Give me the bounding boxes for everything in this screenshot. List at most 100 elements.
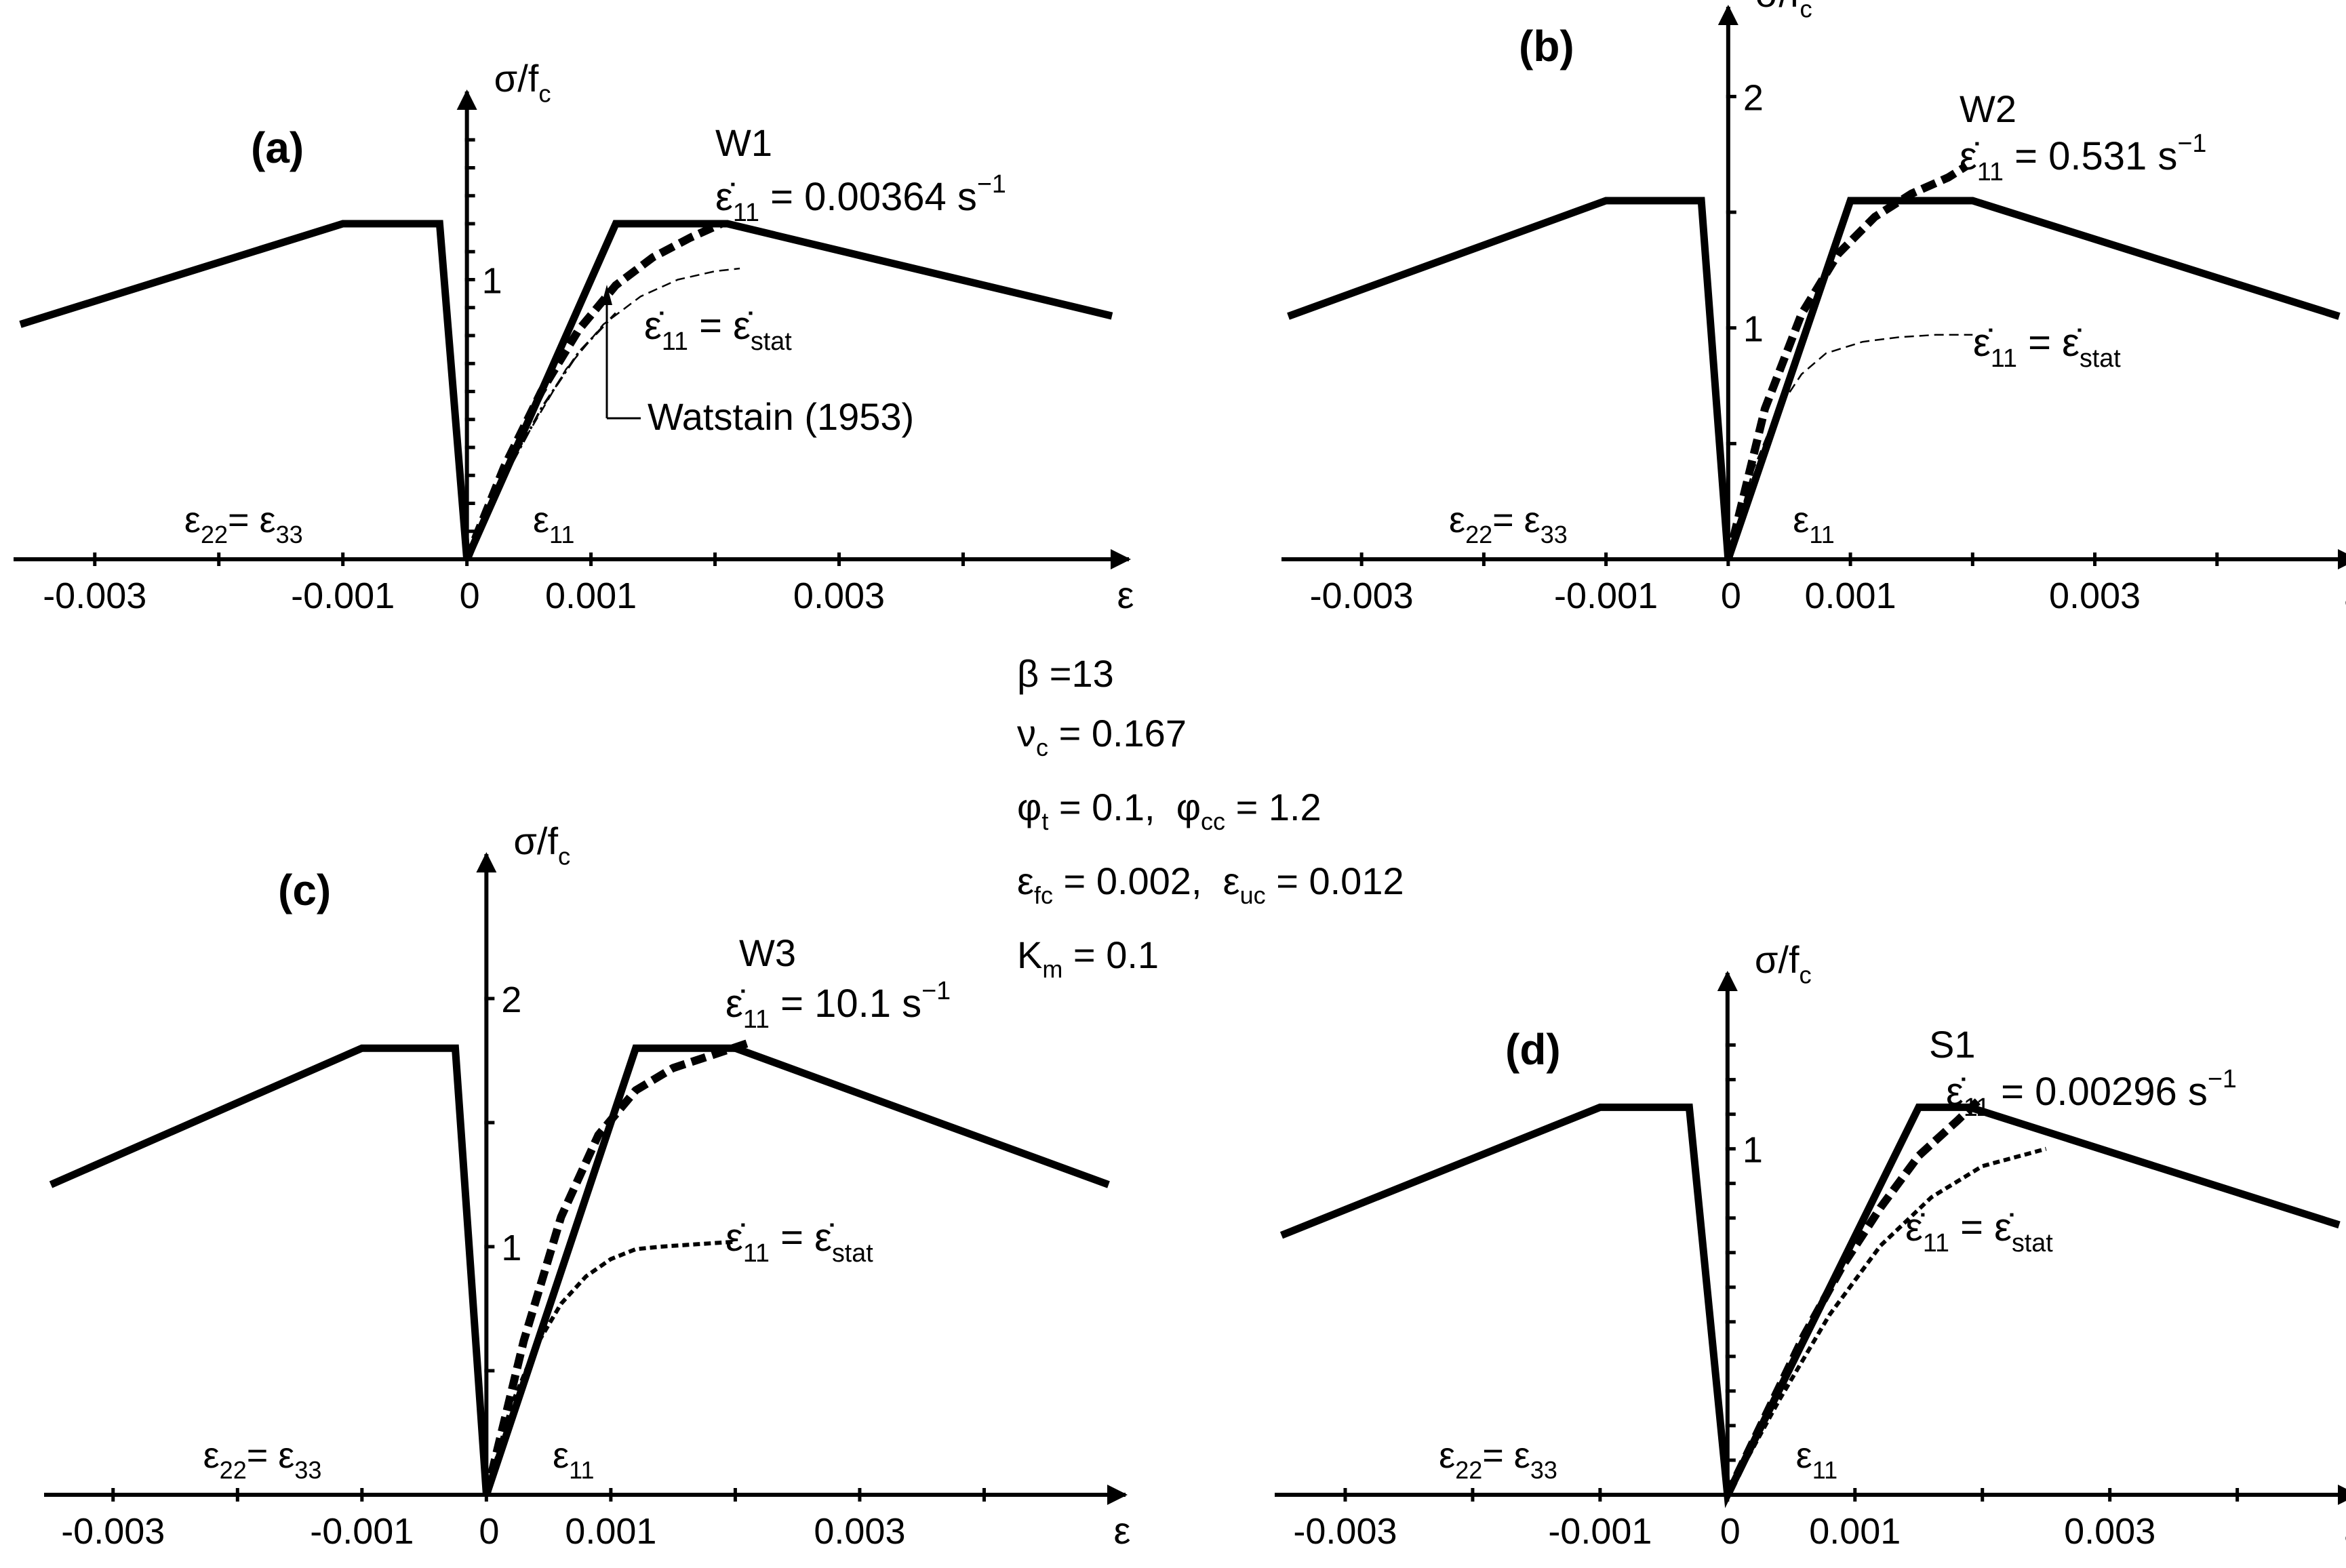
x-axis-title-b: ε	[2345, 574, 2346, 616]
param-beta-symbol: β	[1017, 652, 1039, 695]
param-eps-fc-value: 0.002	[1096, 860, 1191, 902]
left-branch-label-d: ε22= ε33	[1439, 1435, 1557, 1484]
panel-label-c: (c)	[278, 866, 331, 914]
y-tick-label-c: 1	[501, 1228, 521, 1268]
x-tick-label-a: 0.001	[545, 576, 637, 616]
x-tick-label-c: 0.003	[814, 1511, 905, 1552]
param-phi: φt = 0.1, φcc = 1.2	[1017, 786, 1321, 835]
strain-rate-label-a: ε̇11 = 0.00364 s−1	[715, 169, 1006, 226]
panel-label-a: (a)	[251, 123, 304, 172]
param-phi-t-sub: t	[1041, 807, 1049, 835]
static-rate-label-c: ε̇11 = ε̇stat	[725, 1215, 873, 1267]
param-nu: νc = 0.167	[1017, 712, 1187, 761]
panel-label-b: (b)	[1519, 22, 1574, 71]
panels: -0.003 -0.001 0 0.001 0.003 ε 1 σ/fc (a) ε22= ε33…	[14, 0, 2346, 1552]
left-branch-label-a: ε22= ε33	[184, 500, 303, 548]
series-dynamic-response-a	[463, 220, 723, 561]
right-branch-label-a: ε11	[533, 500, 574, 548]
series-dynamic-response-b	[1724, 162, 1969, 561]
param-beta: β =13	[1017, 652, 1114, 695]
param-eps-uc-value: 0.012	[1309, 860, 1404, 902]
x-axis-title-c: ε	[1114, 1509, 1131, 1552]
param-phi-t-symbol: φ	[1017, 786, 1042, 828]
panel-b: -0.003 -0.001 0 0.001 0.003 ε 1 2 σ/fc (b) ε22= ε3…	[1281, 0, 2346, 616]
x-tick-label-b: -0.003	[1310, 576, 1414, 616]
x-tick-label-d: 0.001	[1809, 1511, 1901, 1552]
param-phi-cc-value: 1.2	[1268, 786, 1321, 828]
left-branch-label-c: ε22= ε33	[203, 1435, 322, 1484]
specimen-label-a: W1	[715, 121, 772, 164]
x-tick-label-a: -0.001	[291, 576, 395, 616]
panel-a: -0.003 -0.001 0 0.001 0.003 ε 1 σ/fc (a) ε22= ε33…	[14, 57, 1134, 616]
static-rate-label-a: ε̇11 = ε̇stat	[644, 304, 792, 355]
x-axis-title-d: ε	[2345, 1509, 2346, 1552]
left-branch-label-b: ε22= ε33	[1449, 500, 1568, 548]
y-tick-label-d: 1	[1743, 1130, 1763, 1171]
param-eps-fc-sub: fc	[1033, 881, 1053, 909]
static-rate-label-b: ε̇11 = ε̇stat	[1973, 321, 2121, 372]
param-km-value: 0.1	[1106, 933, 1159, 976]
static-rate-label-d: ε̇11 = ε̇stat	[1905, 1205, 2053, 1257]
series-static-response-c	[484, 1239, 736, 1495]
param-phi-cc-symbol: φ	[1176, 786, 1201, 828]
x-tick-label-a: -0.003	[43, 576, 146, 616]
x-tick-label-b: 0	[1721, 576, 1741, 616]
y-axis-title-d: σ/fc	[1755, 938, 1812, 989]
x-tick-label-c: 0.001	[565, 1511, 656, 1552]
panel-d: -0.003 -0.001 0 0.001 0.003 ε 1 σ/fc (d) ε22= ε33…	[1275, 938, 2346, 1552]
x-tick-label-d: -0.001	[1548, 1511, 1652, 1552]
param-km-sub: m	[1042, 955, 1063, 983]
param-phi-cc-sub: cc	[1201, 807, 1226, 835]
series-dynamic-response-d	[1724, 1093, 1985, 1497]
y-axis-title-b: σ/fc	[1755, 0, 1812, 23]
series-static-response-d	[1726, 1146, 2047, 1496]
x-tick-label-c: -0.001	[310, 1511, 414, 1552]
x-tick-label-b: 0.003	[2049, 576, 2141, 616]
series-watstain-1953--a	[466, 312, 617, 560]
param-km-symbol: K	[1017, 933, 1043, 976]
specimen-label-b: W2	[1960, 87, 2016, 130]
y-tick-label-a: 1	[482, 261, 502, 302]
y-axis-title-a: σ/fc	[494, 57, 551, 108]
specimen-label-c: W3	[739, 931, 796, 974]
x-tick-label-c: 0	[479, 1511, 499, 1552]
right-branch-label-b: ε11	[1793, 500, 1834, 548]
y-axis-title-c: σ/fc	[513, 820, 570, 870]
y-tick-label-b: 2	[1743, 77, 1764, 118]
x-tick-label-b: 0.001	[1804, 576, 1896, 616]
param-eps-uc-symbol: ε	[1222, 860, 1240, 902]
x-tick-label-d: 0	[1720, 1511, 1741, 1552]
series-dynamic-response-c	[482, 1039, 749, 1496]
watstain-arrow-icon	[601, 285, 612, 305]
param-beta-value: 13	[1071, 652, 1114, 695]
parameters-box: β =13 νc = 0.167 φt = 0.1, φcc = 1.2 εfc…	[1017, 644, 1404, 999]
x-tick-label-a: 0.003	[793, 576, 885, 616]
param-nu-sub: c	[1036, 733, 1048, 761]
panel-c: -0.003 -0.001 0 0.001 0.003 ε 1 2 σ/fc (c) ε22= ε3…	[44, 820, 1130, 1552]
right-branch-label-c: ε11	[553, 1435, 594, 1484]
specimen-label-d: S1	[1929, 1023, 1976, 1066]
panel-label-d: (d)	[1505, 1025, 1561, 1074]
x-tick-label-a: 0	[460, 576, 480, 616]
param-eps: εfc = 0.002, εuc = 0.012	[1017, 860, 1404, 909]
watstain-label: Watstain (1953)	[648, 395, 914, 438]
strain-rate-label-c: ε̇11 = 10.1 s−1	[725, 976, 951, 1033]
param-eps-uc-sub: uc	[1239, 881, 1266, 909]
x-axis-title-a: ε	[1117, 574, 1134, 616]
x-tick-label-c: -0.003	[61, 1511, 165, 1552]
param-phi-t-value: 0.1	[1092, 786, 1145, 828]
series-model-envelope-b	[1287, 197, 2341, 561]
param-km: Km = 0.1	[1017, 933, 1159, 983]
series-static-response-a	[466, 267, 740, 560]
strain-rate-label-d: ε̇11 = 0.00296 s−1	[1946, 1064, 2237, 1121]
y-tick-label-b: 1	[1743, 309, 1764, 350]
x-tick-label-d: 0.003	[2064, 1511, 2155, 1552]
series-static-response-b	[1727, 334, 1973, 560]
series-model-envelope-c	[49, 1044, 1110, 1496]
param-eps-fc-symbol: ε	[1017, 860, 1034, 902]
param-nu-symbol: ν	[1017, 712, 1036, 755]
strain-rate-label-b: ε̇11 = 0.531 s−1	[1960, 129, 2206, 186]
right-branch-label-d: ε11	[1796, 1435, 1837, 1484]
x-tick-label-d: -0.003	[1293, 1511, 1397, 1552]
